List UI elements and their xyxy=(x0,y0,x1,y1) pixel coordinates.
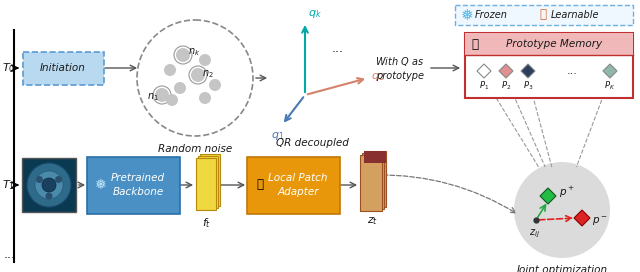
Circle shape xyxy=(45,193,52,199)
Polygon shape xyxy=(499,64,513,78)
Circle shape xyxy=(514,162,610,258)
Text: $P_3$: $P_3$ xyxy=(523,80,533,92)
FancyBboxPatch shape xyxy=(465,33,633,55)
Text: $n_k$: $n_k$ xyxy=(188,46,200,58)
Text: ❅: ❅ xyxy=(95,178,107,192)
Circle shape xyxy=(137,20,253,136)
FancyBboxPatch shape xyxy=(465,33,633,98)
FancyBboxPatch shape xyxy=(364,151,386,207)
Text: $p^-$: $p^-$ xyxy=(592,215,608,228)
Text: Joint optimization: Joint optimization xyxy=(516,265,607,272)
Circle shape xyxy=(176,48,190,62)
Text: $n_1$: $n_1$ xyxy=(147,91,159,103)
Circle shape xyxy=(164,64,176,76)
Circle shape xyxy=(55,176,62,183)
Circle shape xyxy=(174,46,192,64)
Text: $T_1$: $T_1$ xyxy=(2,178,15,192)
FancyBboxPatch shape xyxy=(22,158,76,212)
FancyBboxPatch shape xyxy=(22,51,104,85)
Polygon shape xyxy=(574,210,590,226)
Polygon shape xyxy=(603,64,617,78)
Text: 🔥: 🔥 xyxy=(472,38,479,51)
Circle shape xyxy=(189,66,207,84)
Text: Learnable: Learnable xyxy=(551,10,600,20)
Polygon shape xyxy=(540,188,556,204)
Text: $p^+$: $p^+$ xyxy=(559,184,575,200)
Text: Initiation: Initiation xyxy=(40,63,86,73)
Polygon shape xyxy=(477,64,491,78)
Polygon shape xyxy=(521,64,535,78)
Circle shape xyxy=(27,163,71,207)
Text: $T_0$: $T_0$ xyxy=(2,61,15,75)
FancyBboxPatch shape xyxy=(196,158,216,210)
Circle shape xyxy=(35,171,63,199)
Text: Pretrained
Backbone: Pretrained Backbone xyxy=(111,173,165,197)
Circle shape xyxy=(209,79,221,91)
Text: 🔥: 🔥 xyxy=(540,8,547,21)
Text: ❅: ❅ xyxy=(461,8,474,23)
Circle shape xyxy=(166,94,178,106)
Text: $z_{ij}$: $z_{ij}$ xyxy=(529,228,540,240)
Text: QR decoupled: QR decoupled xyxy=(276,138,348,148)
Text: ...: ... xyxy=(4,249,16,261)
Text: Random noise: Random noise xyxy=(158,144,232,154)
FancyBboxPatch shape xyxy=(455,5,633,25)
Circle shape xyxy=(191,68,205,82)
Circle shape xyxy=(174,82,186,94)
Text: 🔥: 🔥 xyxy=(257,178,264,191)
Text: ...: ... xyxy=(332,42,344,54)
Circle shape xyxy=(199,92,211,104)
FancyBboxPatch shape xyxy=(200,154,220,206)
Text: $n_2$: $n_2$ xyxy=(202,68,214,80)
Circle shape xyxy=(42,178,56,192)
Text: $q_k$: $q_k$ xyxy=(308,8,322,20)
FancyBboxPatch shape xyxy=(362,153,384,209)
Text: $f_t$: $f_t$ xyxy=(202,216,212,230)
Text: Local Patch
Adapter: Local Patch Adapter xyxy=(268,173,328,197)
Text: ...: ... xyxy=(566,66,577,76)
Text: Prototype Memory: Prototype Memory xyxy=(506,39,602,49)
Circle shape xyxy=(199,54,211,66)
Text: $P_K$: $P_K$ xyxy=(604,80,616,92)
Text: $z_t$: $z_t$ xyxy=(367,215,379,227)
Circle shape xyxy=(155,88,169,102)
Text: With $Q$ as
prototype: With $Q$ as prototype xyxy=(376,55,424,81)
Circle shape xyxy=(36,176,43,183)
Text: $q_1$: $q_1$ xyxy=(271,130,285,142)
Circle shape xyxy=(153,86,171,104)
FancyBboxPatch shape xyxy=(86,156,179,214)
FancyBboxPatch shape xyxy=(364,151,386,163)
Text: Frozen: Frozen xyxy=(475,10,508,20)
Text: $q_2$: $q_2$ xyxy=(371,71,384,83)
FancyBboxPatch shape xyxy=(246,156,339,214)
FancyBboxPatch shape xyxy=(198,156,218,208)
Text: $P_2$: $P_2$ xyxy=(501,80,511,92)
Text: $P_1$: $P_1$ xyxy=(479,80,489,92)
FancyBboxPatch shape xyxy=(360,155,382,211)
